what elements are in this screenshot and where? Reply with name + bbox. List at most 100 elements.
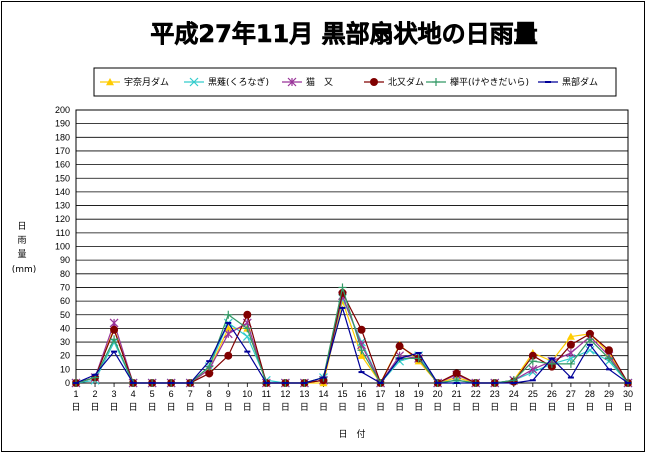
series-5 xyxy=(72,283,632,387)
data-point xyxy=(566,359,575,368)
data-point xyxy=(338,283,347,292)
x-tick-label: 11 xyxy=(262,389,271,399)
y-tick-label: 80 xyxy=(60,269,70,279)
x-tick-label: 23 xyxy=(490,389,500,399)
x-tick-label: 12 xyxy=(280,389,290,399)
legend-item: 猫 又 xyxy=(282,76,333,88)
x-tick-label: 30 xyxy=(623,389,633,399)
data-point xyxy=(566,340,575,349)
x-tick-suffix: 日 xyxy=(224,402,233,412)
x-tick-label: 15 xyxy=(337,389,347,399)
x-tick-label: 28 xyxy=(585,389,595,399)
series-6 xyxy=(73,305,631,384)
x-tick-label: 19 xyxy=(414,389,424,399)
x-tick-suffix: 日 xyxy=(433,402,442,412)
series-line xyxy=(75,305,629,384)
legend-item: 宇奈月ダム xyxy=(100,76,169,88)
legend-swatch-marker xyxy=(432,78,440,86)
x-tick-suffix: 日 xyxy=(604,402,613,412)
data-point xyxy=(357,351,366,359)
y-tick-label: 30 xyxy=(60,337,70,347)
y-tick-label: 190 xyxy=(55,119,70,129)
x-tick-suffix: 日 xyxy=(110,402,119,412)
x-tick-label: 2 xyxy=(93,389,98,399)
data-point xyxy=(243,324,252,333)
x-tick-suffix: 日 xyxy=(338,402,347,412)
x-tick-label: 26 xyxy=(547,389,557,399)
legend-label: 黒薙(くろなぎ) xyxy=(208,76,269,88)
data-point xyxy=(110,335,119,344)
y-tick-label: 110 xyxy=(56,228,70,238)
legend-label: 欅平(けやきだいら) xyxy=(450,77,529,88)
legend-label: 猫 又 xyxy=(306,76,333,88)
legend-item: 欅平(けやきだいら) xyxy=(426,77,529,88)
x-tick-suffix: 日 xyxy=(623,402,632,412)
x-tick-label: 24 xyxy=(509,389,519,399)
x-tick-label: 22 xyxy=(471,389,481,399)
data-point xyxy=(205,362,214,371)
x-tick-labels: 1日2日3日4日5日6日7日8日9日10日11日12日13日14日15日16日1… xyxy=(71,383,633,412)
x-tick-label: 10 xyxy=(242,389,252,399)
y-axis-label-char: 日 xyxy=(17,221,26,232)
y-tick-label: 180 xyxy=(55,132,70,142)
legend-label: 北又ダム xyxy=(388,76,424,88)
x-tick-label: 5 xyxy=(150,389,155,399)
y-tick-label: 60 xyxy=(60,296,70,306)
series-group xyxy=(71,283,633,388)
data-point xyxy=(110,325,119,334)
legend-swatch-marker xyxy=(370,78,378,86)
x-tick-suffix: 日 xyxy=(129,402,138,412)
x-tick-suffix: 日 xyxy=(509,402,518,412)
x-tick-suffix: 日 xyxy=(490,402,499,412)
y-tick-label: 10 xyxy=(60,364,70,374)
y-tick-label: 70 xyxy=(60,282,70,292)
x-tick-label: 8 xyxy=(207,389,212,399)
x-axis-label: 日 付 xyxy=(338,429,365,440)
y-tick-label: 130 xyxy=(55,201,70,211)
data-point xyxy=(223,329,233,339)
y-axis-label: 日雨量 xyxy=(17,221,26,260)
y-tick-label: 150 xyxy=(55,173,70,183)
data-point xyxy=(414,354,423,363)
x-tick-suffix: 日 xyxy=(91,402,100,412)
x-tick-suffix: 日 xyxy=(300,402,309,412)
x-tick-suffix: 日 xyxy=(319,402,328,412)
x-tick-suffix: 日 xyxy=(148,402,157,412)
legend-swatch-marker xyxy=(106,78,114,86)
x-tick-suffix: 日 xyxy=(566,402,575,412)
data-point xyxy=(224,310,233,319)
x-tick-suffix: 日 xyxy=(262,402,271,412)
x-tick-label: 18 xyxy=(395,389,405,399)
y-axis-label-char: 雨 xyxy=(17,235,26,246)
x-tick-suffix: 日 xyxy=(357,402,366,412)
x-tick-suffix: 日 xyxy=(547,402,556,412)
legend-swatch-marker xyxy=(287,77,297,87)
x-tick-suffix: 日 xyxy=(243,402,252,412)
data-point xyxy=(395,342,404,351)
y-tick-label: 140 xyxy=(55,187,70,197)
y-tick-label: 120 xyxy=(55,214,70,224)
data-point xyxy=(205,369,214,378)
data-point xyxy=(242,332,252,342)
data-point xyxy=(357,346,366,355)
y-axis-unit: (mm) xyxy=(12,265,37,275)
data-point xyxy=(547,359,556,368)
x-tick-suffix: 日 xyxy=(71,402,80,412)
y-tick-label: 100 xyxy=(55,242,70,252)
y-tick-label: 50 xyxy=(60,310,70,320)
y-tick-label: 40 xyxy=(60,323,70,333)
y-tick-label: 0 xyxy=(65,378,70,388)
legend-item: 北又ダム xyxy=(364,76,424,88)
data-point xyxy=(604,354,613,363)
y-tick-label: 160 xyxy=(55,160,70,170)
series-line xyxy=(75,287,629,385)
x-tick-label: 1 xyxy=(73,389,78,399)
legend: 宇奈月ダム 黒薙(くろなぎ) 猫 又 北又ダム 欅平(けやきだいら) 黒部ダム xyxy=(93,67,617,97)
data-point xyxy=(452,369,461,378)
chart-title: 平成27年11月 黒部扇状地の日雨量 xyxy=(150,20,537,48)
y-axis-label-char: 量 xyxy=(17,249,26,260)
x-tick-label: 9 xyxy=(226,389,231,399)
y-tick-labels: 0 10 20 30 40 50 60 70 80 90 100 110 120 130 140 150 160… xyxy=(55,105,70,388)
x-tick-label: 14 xyxy=(318,389,328,399)
y-tick-label: 200 xyxy=(55,105,70,115)
